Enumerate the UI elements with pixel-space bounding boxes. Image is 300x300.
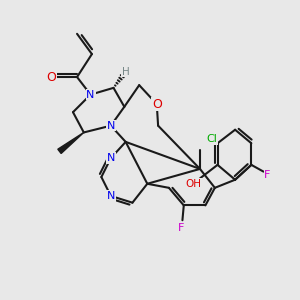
Text: OH: OH — [185, 179, 201, 189]
Text: O: O — [152, 98, 162, 111]
Text: O: O — [46, 70, 56, 83]
Polygon shape — [58, 132, 84, 154]
Text: F: F — [178, 224, 184, 233]
Text: N: N — [86, 90, 95, 100]
Text: N: N — [106, 121, 115, 131]
Text: H: H — [122, 67, 130, 76]
Text: N: N — [106, 153, 115, 163]
Text: N: N — [106, 191, 115, 201]
Text: Cl: Cl — [207, 134, 218, 144]
Text: F: F — [264, 170, 271, 180]
